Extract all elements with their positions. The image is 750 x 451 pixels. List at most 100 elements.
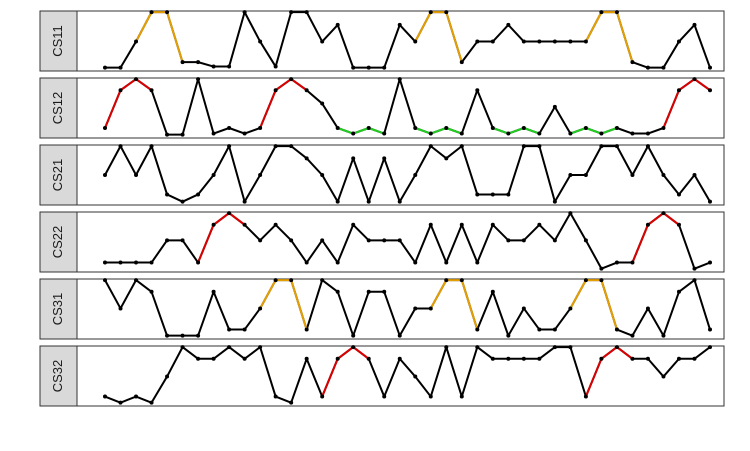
point <box>614 10 619 15</box>
point <box>118 88 123 93</box>
point <box>242 327 247 332</box>
strip-label: CS22 <box>50 226 65 259</box>
point <box>537 131 542 136</box>
point <box>661 126 666 130</box>
highlight-segment <box>414 127 463 135</box>
point <box>661 173 666 177</box>
point <box>382 65 387 70</box>
point <box>645 131 650 136</box>
point <box>211 64 216 69</box>
point <box>459 60 464 65</box>
point <box>413 126 418 130</box>
point <box>583 39 588 44</box>
point <box>366 65 371 70</box>
panel: CS12 <box>39 77 725 139</box>
point <box>459 278 464 283</box>
point <box>692 356 697 361</box>
highlight-segment <box>321 346 370 397</box>
point <box>459 131 464 136</box>
strip-label: CS21 <box>50 159 65 192</box>
point <box>568 306 573 311</box>
panel: CS31 <box>39 278 725 340</box>
point <box>661 211 666 216</box>
highlight-segment <box>259 279 308 330</box>
point <box>521 356 526 361</box>
point <box>552 345 557 350</box>
point <box>614 144 619 149</box>
point <box>708 199 712 204</box>
point <box>165 238 170 243</box>
point <box>289 10 294 15</box>
panel: CS11 <box>39 10 725 72</box>
point <box>630 131 635 136</box>
highlight-segment <box>197 212 246 263</box>
highlight-segment <box>135 11 184 63</box>
point <box>506 356 511 361</box>
point <box>335 126 340 130</box>
point <box>521 126 526 130</box>
point <box>614 260 619 265</box>
point <box>304 327 309 332</box>
point <box>413 173 418 177</box>
point <box>289 144 294 149</box>
strip <box>39 144 78 206</box>
point <box>273 278 278 283</box>
point <box>568 345 573 350</box>
point <box>444 345 449 350</box>
point <box>428 10 433 15</box>
point <box>149 10 154 15</box>
point <box>506 22 511 27</box>
point <box>475 88 480 93</box>
point <box>258 345 263 350</box>
point <box>382 289 387 294</box>
point <box>242 222 247 227</box>
point <box>444 10 449 15</box>
point <box>273 144 278 149</box>
point <box>661 65 666 70</box>
point <box>242 131 247 136</box>
point <box>676 222 681 227</box>
point <box>134 39 139 44</box>
point <box>320 39 325 44</box>
point <box>397 356 402 361</box>
point <box>227 211 232 216</box>
point <box>289 77 294 82</box>
point <box>397 77 402 82</box>
point <box>583 278 588 283</box>
point <box>521 39 526 44</box>
point <box>645 222 650 227</box>
point <box>211 222 216 227</box>
point <box>103 126 107 130</box>
highlight-segment <box>429 279 479 330</box>
point <box>413 306 418 311</box>
point <box>180 238 185 243</box>
point <box>428 131 433 136</box>
point <box>242 356 247 361</box>
point <box>630 173 635 177</box>
point <box>708 345 712 350</box>
point <box>506 333 511 338</box>
highlight-segment <box>585 11 634 63</box>
point <box>568 39 573 44</box>
point <box>149 400 154 405</box>
point <box>103 260 107 265</box>
point <box>335 289 340 294</box>
point <box>304 88 309 93</box>
point <box>490 356 495 361</box>
point <box>351 156 356 161</box>
point <box>103 278 107 283</box>
point <box>397 22 402 27</box>
point <box>475 39 480 44</box>
point <box>428 394 433 399</box>
point <box>676 39 681 44</box>
line <box>104 145 711 203</box>
point <box>211 289 216 294</box>
point <box>708 65 712 70</box>
point <box>258 173 263 177</box>
point <box>444 260 449 265</box>
point <box>568 131 573 136</box>
point <box>304 10 309 15</box>
point <box>165 374 170 379</box>
point <box>196 333 201 338</box>
